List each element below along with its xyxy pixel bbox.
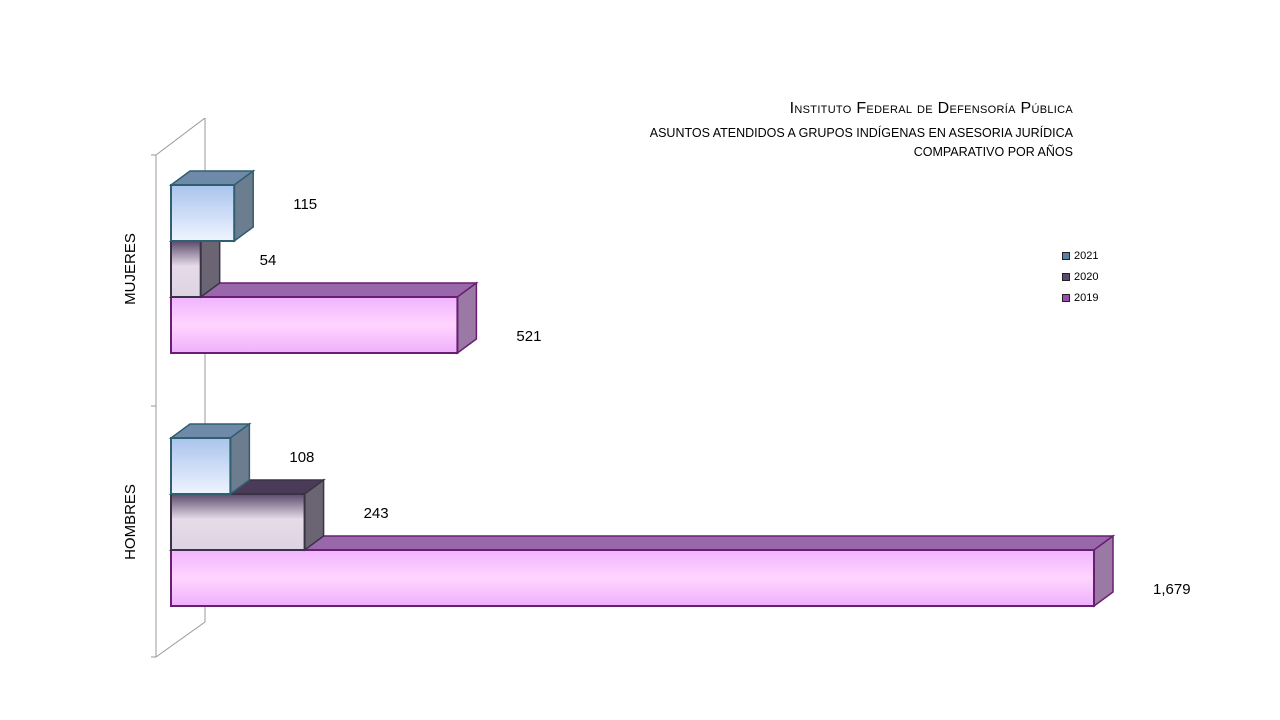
chart-subtitle-line-1: ASUNTOS ATENDIDOS A GRUPOS INDÍGENAS EN … bbox=[649, 126, 1073, 140]
chart-subtitle-line-2: COMPARATIVO POR AÑOS bbox=[913, 145, 1073, 159]
value-label-mujeres-2020: 54 bbox=[260, 252, 277, 269]
legend: 2021 2020 2019 bbox=[1062, 245, 1098, 308]
category-label-mujeres: MUJERES bbox=[122, 233, 139, 305]
legend-label-2021: 2021 bbox=[1074, 249, 1099, 262]
legend-swatch-2021 bbox=[1062, 251, 1070, 260]
bar-hombres-2019 bbox=[168, 534, 1116, 608]
value-label-hombres-2021: 108 bbox=[289, 449, 314, 466]
legend-item-2021: 2021 bbox=[1062, 245, 1098, 266]
value-label-mujeres-2019: 521 bbox=[516, 328, 541, 345]
legend-item-2019: 2019 bbox=[1062, 287, 1098, 308]
category-label-hombres: HOMBRES bbox=[122, 484, 139, 560]
value-label-hombres-2019: 1,679 bbox=[1153, 581, 1191, 598]
value-label-hombres-2020: 243 bbox=[364, 505, 389, 522]
chart-title: Instituto Federal de Defensoría Pública bbox=[789, 100, 1073, 117]
label-layer: MUJERES HOMBRES 521 54 115 1,679 243 108 bbox=[122, 196, 1191, 598]
legend-swatch-2020 bbox=[1062, 272, 1070, 281]
legend-swatch-2019 bbox=[1062, 293, 1070, 302]
bar-layer bbox=[168, 169, 1116, 608]
legend-label-2020: 2020 bbox=[1074, 270, 1099, 283]
bar-mujeres-2021 bbox=[168, 169, 256, 243]
bar-hombres-2021 bbox=[168, 422, 252, 496]
bar-mujeres-2019 bbox=[168, 281, 479, 355]
title-block: Instituto Federal de Defensoría Pública … bbox=[650, 100, 1073, 162]
legend-label-2019: 2019 bbox=[1074, 291, 1099, 304]
legend-item-2020: 2020 bbox=[1062, 266, 1098, 287]
value-label-mujeres-2021: 115 bbox=[293, 196, 317, 213]
